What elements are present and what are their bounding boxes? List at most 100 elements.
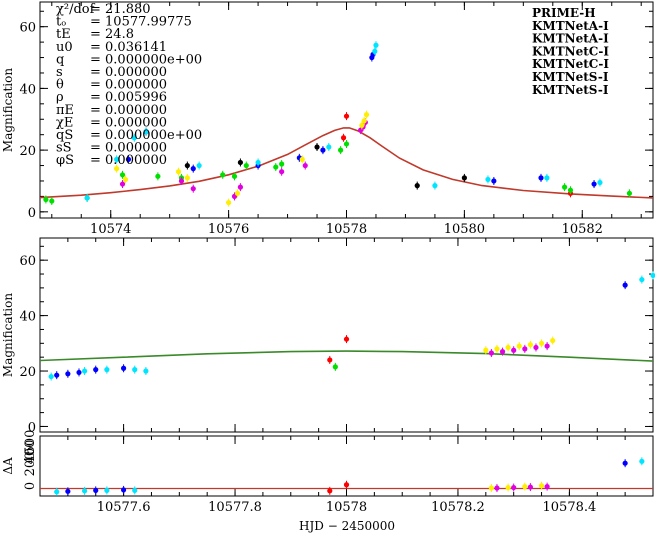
- data-point: [255, 159, 261, 166]
- data-point: [522, 484, 528, 490]
- data-point: [522, 346, 528, 352]
- data-point: [226, 199, 232, 206]
- data-point: [143, 129, 149, 135]
- data-point: [132, 487, 138, 493]
- legend: PRIME-HKMTNetA-IKMTNetA-IKMTNetC-IKMTNet…: [532, 6, 609, 97]
- data-point: [461, 175, 467, 181]
- data-point: [184, 162, 190, 169]
- data-point: [114, 166, 120, 172]
- data-point: [639, 276, 645, 283]
- data-point: [639, 458, 645, 464]
- data-point: [320, 147, 326, 153]
- data-point: [516, 343, 522, 349]
- data-point: [622, 460, 628, 466]
- data-point: [340, 135, 347, 141]
- data-point: [175, 169, 182, 175]
- data-point: [184, 175, 190, 181]
- data-point: [332, 364, 338, 370]
- legend-entry: KMTNetA-I: [532, 19, 609, 33]
- data-point: [125, 156, 132, 162]
- y-tick-label: 60: [19, 21, 36, 36]
- data-point: [81, 368, 88, 374]
- y-tick-label: 60: [19, 254, 36, 269]
- data-point: [327, 488, 333, 494]
- axis-labels: Magnification Magnification ΔA HJD − 245000…: [1, 68, 395, 533]
- data-point: [533, 344, 539, 351]
- data-point: [231, 173, 238, 179]
- data-point: [93, 487, 99, 493]
- data-point: [527, 484, 534, 490]
- data-point: [220, 172, 226, 178]
- data-point: [196, 162, 202, 169]
- y-tick-label: 40: [19, 310, 36, 325]
- data-point: [76, 369, 82, 376]
- data-point: [483, 347, 489, 353]
- param-value: = 0.000000e+00: [90, 52, 202, 67]
- data-point: [178, 178, 185, 184]
- param-label: πE: [56, 103, 74, 118]
- data-point: [499, 349, 506, 355]
- data-point: [65, 371, 71, 377]
- param-label: tE: [56, 27, 71, 42]
- data-point: [622, 282, 628, 288]
- param-label: ρ: [56, 90, 64, 105]
- y-axis-label-middle: Magnification: [1, 293, 15, 377]
- legend-entry: PRIME-H: [532, 6, 596, 20]
- data-point: [373, 42, 379, 48]
- data-point: [120, 487, 127, 493]
- data-point: [119, 181, 126, 187]
- data-point: [538, 175, 544, 181]
- data-point: [54, 372, 60, 378]
- legend-entry: KMTNetA-I: [532, 32, 609, 46]
- data-point: [155, 173, 161, 179]
- param-label: φS: [56, 153, 74, 168]
- param-label: χE: [56, 115, 73, 130]
- data-point: [544, 343, 550, 349]
- data-point: [327, 357, 333, 363]
- x-tick-label: 10577.8: [208, 500, 262, 515]
- y-tick-label: 400: [23, 440, 38, 465]
- param-label: sS: [56, 141, 72, 156]
- y-axis-label-residual: ΔA: [1, 457, 15, 475]
- data-point: [363, 112, 370, 118]
- data-point: [544, 175, 550, 181]
- data-point: [527, 342, 534, 348]
- data-point: [561, 184, 568, 190]
- data-point: [538, 340, 545, 346]
- param-value: = 0.000000: [90, 78, 167, 93]
- param-label: qS: [56, 128, 73, 143]
- legend-entry: KMTNetS-I: [532, 83, 609, 97]
- data-point: [190, 186, 196, 192]
- data-point: [567, 187, 574, 193]
- model-curve: [39, 127, 654, 199]
- y-axis-label-top: Magnification: [1, 68, 15, 152]
- param-label: tₒ: [56, 15, 66, 30]
- data-point: [372, 48, 378, 54]
- data-point: [93, 367, 99, 373]
- data-point: [414, 183, 420, 189]
- data-point: [119, 172, 126, 178]
- x-tick-label: 10578.4: [543, 500, 597, 515]
- data-point: [650, 272, 655, 279]
- data-point: [343, 336, 350, 342]
- param-value: = 0.000000e+00: [90, 128, 202, 143]
- param-value: = 0.000000: [90, 65, 167, 80]
- data-point: [65, 488, 71, 494]
- model-curve-zoom: [39, 350, 654, 362]
- param-value: = 0.000000: [90, 115, 167, 130]
- x-tick-label: 10580: [444, 222, 485, 237]
- top-panel: 10574 10576 10578 10580 105820204060χ²/dof= …: [19, 1, 654, 237]
- data-point: [538, 483, 545, 489]
- data-point: [314, 144, 320, 150]
- data-point: [491, 178, 497, 184]
- data-point: [120, 365, 127, 371]
- data-point: [143, 368, 149, 374]
- param-value: = 24.8: [90, 27, 134, 42]
- x-tick-label: 10576: [208, 222, 249, 237]
- data-point: [359, 122, 365, 129]
- param-label: s: [56, 65, 63, 80]
- data-point: [326, 144, 332, 150]
- data-point: [299, 156, 305, 162]
- param-value: = 0.000000: [90, 103, 167, 118]
- data-point: [237, 184, 244, 190]
